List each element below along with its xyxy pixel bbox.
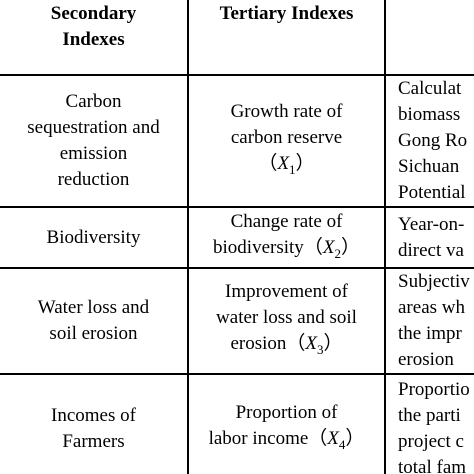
text: labor income [208,428,309,450]
paren: ） [323,333,343,355]
variable: X [277,153,290,175]
tertiary-cell: Growth rate of carbon reserve （X1） [188,75,386,208]
text-line: （X1） [189,151,383,183]
text-line: carbon reserve [230,127,343,149]
variable: X [322,236,335,258]
text-line: Improvement of [225,281,348,303]
text-line: biomass [398,104,461,125]
text-line: Carbon [65,91,122,112]
paren: （ [303,236,323,258]
text-line: the parti [398,405,461,426]
text-line: Secondary [50,3,137,24]
subscript: 2 [334,245,341,261]
text-line: Farmers [62,431,125,452]
header-cell: Tertiary Indexes [188,0,386,76]
text-line: project c [398,431,464,452]
text-line: biodiversity（X2） [189,235,383,266]
header-cell [385,0,474,76]
tertiary-cell: Change rate of biodiversity（X2） [188,207,386,269]
paren: （ [308,428,328,450]
text-line: Proportion of [235,402,338,424]
text-line: Calculat [398,78,462,99]
text-line: Biodiversity [46,226,141,248]
text-line: Incomes of [51,405,136,426]
text: erosion [230,333,287,355]
subscript: 3 [317,341,324,357]
text-line: Indexes [62,29,125,50]
text-line: sequestration and [27,117,160,138]
text-line: reduction [57,169,130,190]
secondary-cell: Water loss and soil erosion [0,268,189,375]
text-line: Growth rate of [230,101,343,123]
paren: ） [345,428,365,450]
subscript: 1 [289,161,296,177]
variable: X [305,333,318,355]
variable: X [327,428,339,450]
header-row: Secondary Indexes Tertiary Indexes [0,0,474,76]
text-line: emission [59,143,128,164]
table-row: Carbon sequestration and emission reduction… [0,75,474,208]
text-line: areas wh [398,297,465,318]
paren: ） [340,236,360,258]
description-cell: Year-on-direct va [385,207,474,269]
description-cell: Calculat biomass Gong Ro Sichuan Potential [385,75,474,208]
secondary-cell: Carbon sequestration and emission reduction [0,75,189,208]
text-line: Sichuan [398,156,460,177]
text-line: Change rate of [230,210,343,232]
description-cell: Proportio the parti project c total fam [385,374,474,474]
text-line: the impr [398,323,462,344]
text-line: direct va [398,239,464,261]
description-cell: Subjectiv areas wh the impr erosion [385,268,474,375]
text-line: Subjectiv [398,271,470,292]
text-line: Water loss and [37,297,150,318]
text-line: Proportio [398,379,470,400]
text-line: Year-on- [398,213,465,235]
table-row: Incomes of Farmers Proportion of labor inco… [0,374,474,474]
text-line: water loss and soil [216,307,357,329]
table-row: Water loss and soil erosion Improvement of… [0,268,474,375]
subscript: 4 [338,436,346,452]
table-row: Biodiversity Change rate of biodiversity（X… [0,207,474,269]
text-line: Gong Ro [398,130,468,151]
paren: ） [295,153,315,175]
paren: （ [258,153,278,175]
text-line: labor income（X4） [189,426,383,458]
tertiary-cell: Proportion of labor income（X4） [188,374,386,474]
paren: （ [286,333,306,355]
text-line: total fam [398,457,467,474]
text-line: soil erosion [49,323,138,344]
text-line: Tertiary Indexes [219,3,354,24]
text: biodiversity [213,236,304,258]
secondary-cell: Biodiversity [0,207,189,269]
tertiary-cell: Improvement of water loss and soil erosion… [188,268,386,375]
header-cell: Secondary Indexes [0,0,189,76]
text-line: erosion [398,349,454,370]
secondary-cell: Incomes of Farmers [0,374,189,474]
text-line: erosion（X3） [189,331,383,363]
text-line: Potential [398,182,466,203]
